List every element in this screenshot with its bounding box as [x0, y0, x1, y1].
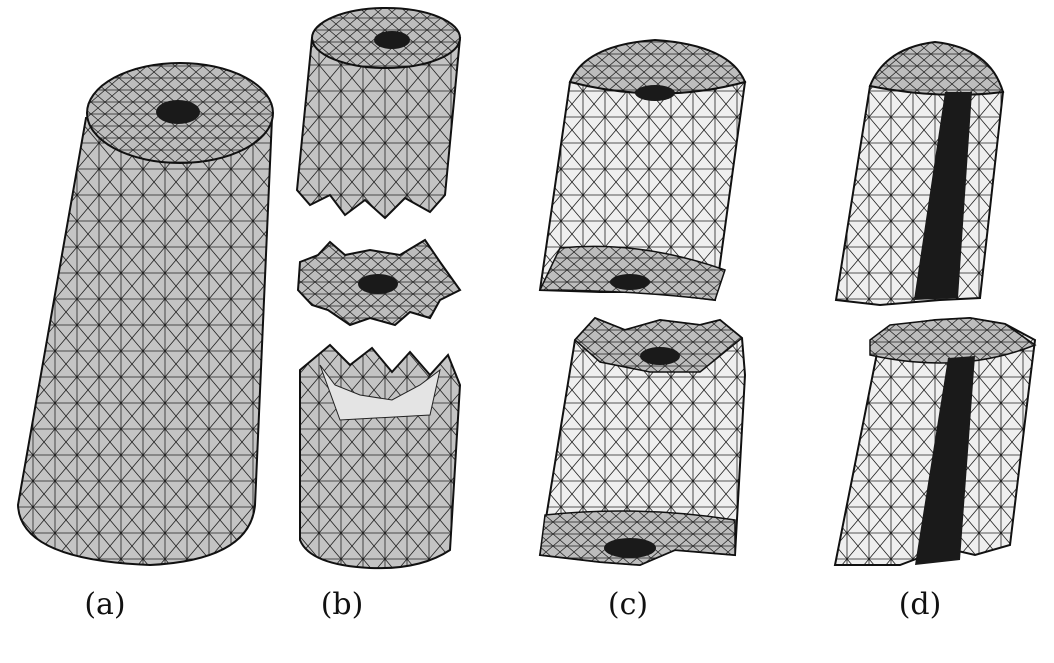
- panel-b-label: (b): [320, 587, 364, 622]
- panel-a-cylinder: [16, 62, 274, 567]
- panel-c-label: (c): [607, 587, 649, 622]
- panel-d-label: (d): [898, 587, 942, 622]
- panel-b-split-cylinder: [295, 7, 462, 570]
- panel-a-label: (a): [84, 587, 126, 622]
- panel-c-cut-box: [538, 38, 747, 567]
- panel-d-slab: [833, 40, 1037, 566]
